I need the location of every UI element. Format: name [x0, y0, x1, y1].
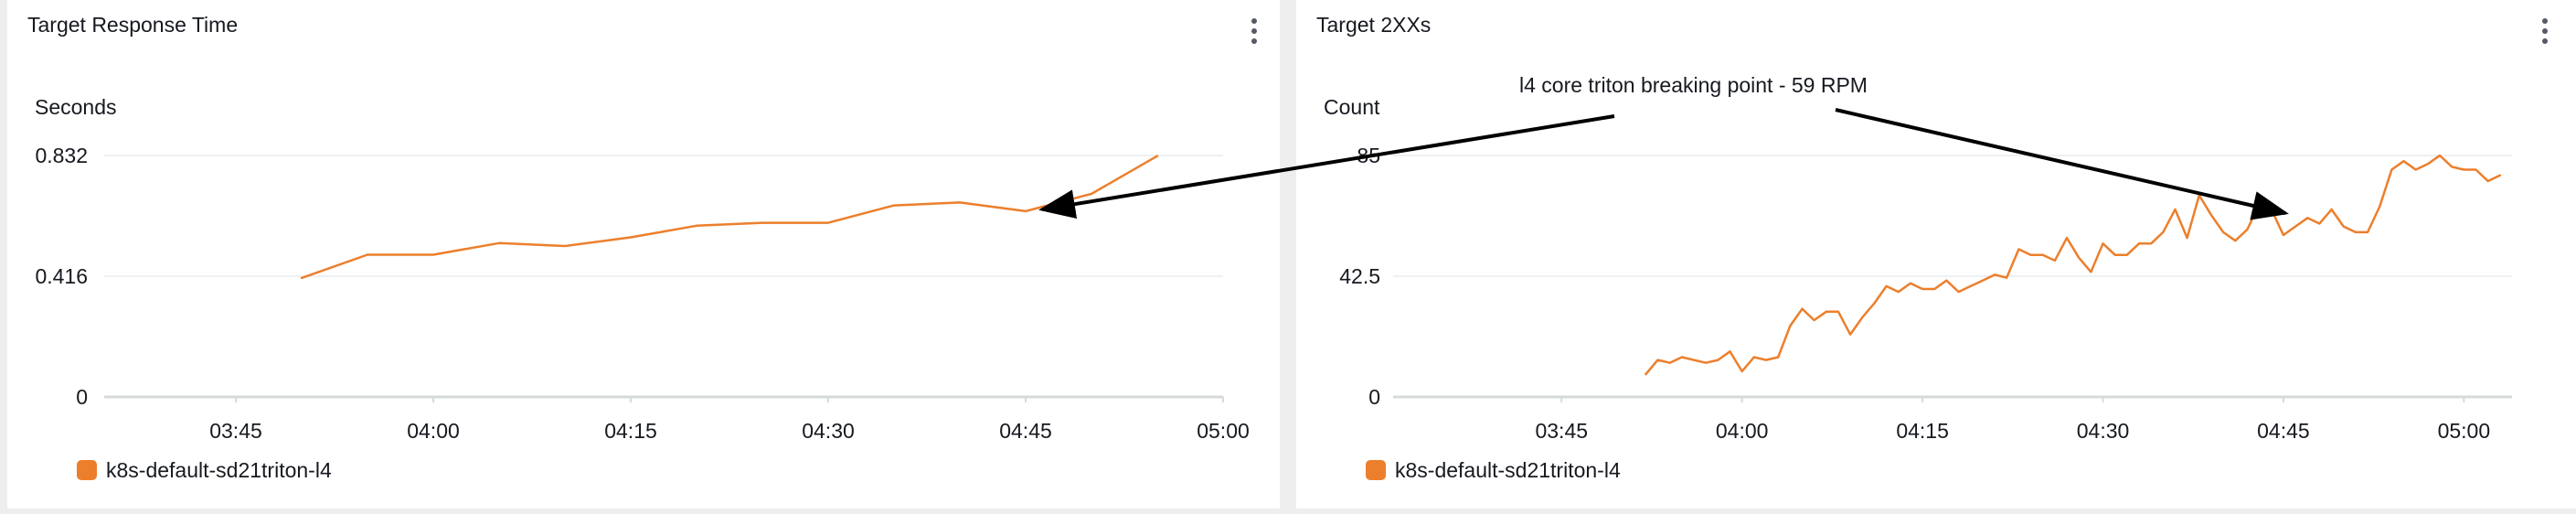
legend-label: k8s-default-sd21triton-l4: [106, 457, 332, 482]
x-tick-label: 04:15: [604, 419, 657, 443]
y-axis-label: Count: [1324, 95, 1380, 119]
chart-panel-2xx: Target 2XXs Count k8s-default-sd21triton…: [1296, 0, 2576, 509]
more-options-icon[interactable]: [2541, 18, 2549, 46]
x-tick-label: 04:30: [802, 419, 855, 443]
legend-swatch: [77, 460, 97, 480]
y-tick-label: 0: [76, 385, 88, 409]
chart-title: Target Response Time: [27, 13, 239, 37]
x-tick-label: 03:45: [1535, 419, 1588, 443]
y-tick-label: 0: [1368, 385, 1380, 409]
annotation-arrow-left: [1038, 114, 1615, 220]
x-tick-label: 04:30: [2077, 419, 2130, 443]
annotation-text: l4 core triton breaking point - 59 RPM: [1519, 73, 1868, 97]
legend-label: k8s-default-sd21triton-l4: [1395, 457, 1621, 482]
series-line: [300, 155, 1159, 280]
legend-swatch: [1366, 460, 1386, 480]
x-tick-label: 05:00: [1197, 419, 1250, 443]
x-tick-label: 04:45: [999, 419, 1052, 443]
x-tick-label: 04:00: [1716, 419, 1769, 443]
annotation-arrow-right: [1835, 108, 2289, 220]
chart-panel-response-time: Target Response Time Seconds k8s-default…: [7, 0, 1280, 509]
legend[interactable]: k8s-default-sd21triton-l4: [1366, 457, 1621, 483]
x-tick-label: 03:45: [209, 419, 262, 443]
x-tick-label: 04:45: [2257, 419, 2310, 443]
more-options-icon[interactable]: [1251, 18, 1258, 46]
legend[interactable]: k8s-default-sd21triton-l4: [77, 457, 332, 483]
x-tick-label: 04:00: [407, 419, 460, 443]
chart-title: Target 2XXs: [1316, 13, 1432, 37]
y-tick-label: 0.416: [35, 264, 88, 288]
x-tick-label: 04:15: [1896, 419, 1949, 443]
x-tick-label: 05:00: [2438, 419, 2491, 443]
y-axis-label: Seconds: [35, 95, 117, 119]
y-tick-label: 0.832: [35, 144, 88, 167]
y-tick-label: 42.5: [1339, 264, 1380, 288]
series-line: [1645, 154, 2502, 376]
